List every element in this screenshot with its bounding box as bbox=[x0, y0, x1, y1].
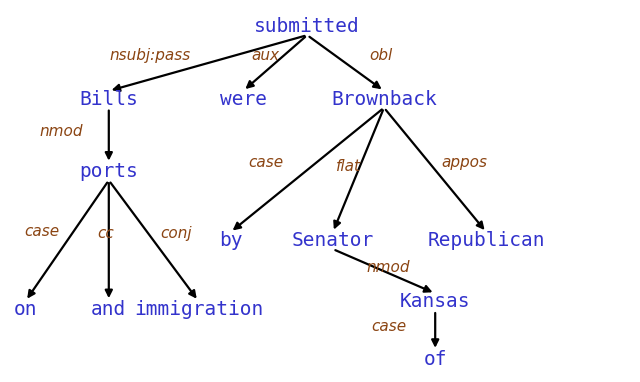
Text: case: case bbox=[248, 155, 283, 170]
Text: ports: ports bbox=[79, 162, 138, 181]
Text: cc: cc bbox=[97, 225, 114, 241]
Text: and: and bbox=[91, 300, 127, 319]
Text: flat: flat bbox=[336, 159, 362, 174]
Text: nmod: nmod bbox=[367, 260, 410, 275]
Text: conj: conj bbox=[160, 225, 192, 241]
Text: Brownback: Brownback bbox=[331, 90, 437, 109]
Text: case: case bbox=[24, 223, 59, 239]
Text: Republican: Republican bbox=[428, 231, 545, 250]
Text: nsubj:pass: nsubj:pass bbox=[110, 48, 191, 63]
Text: aux: aux bbox=[252, 48, 280, 63]
Text: case: case bbox=[371, 319, 406, 334]
Text: nmod: nmod bbox=[39, 124, 83, 139]
Text: by: by bbox=[219, 231, 242, 250]
Text: immigration: immigration bbox=[134, 300, 263, 319]
Text: were: were bbox=[220, 90, 267, 109]
Text: obl: obl bbox=[369, 48, 392, 63]
Text: appos: appos bbox=[441, 155, 487, 170]
Text: Bills: Bills bbox=[79, 90, 138, 109]
Text: Kansas: Kansas bbox=[400, 292, 470, 311]
Text: of: of bbox=[424, 350, 447, 369]
Text: Senator: Senator bbox=[292, 231, 374, 250]
Text: submitted: submitted bbox=[254, 17, 360, 36]
Text: on: on bbox=[14, 300, 37, 319]
